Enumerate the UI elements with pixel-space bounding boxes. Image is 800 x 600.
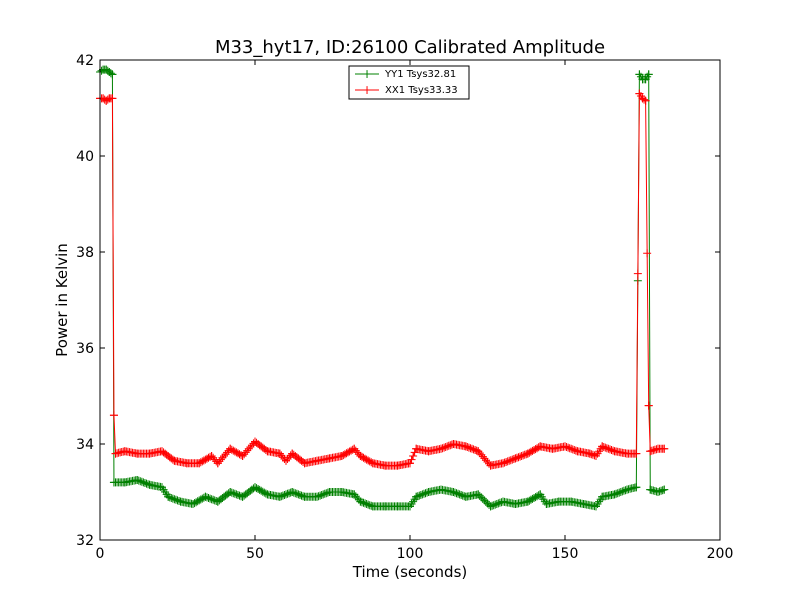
legend-marker-xx1: + — [362, 83, 372, 97]
data-point — [109, 411, 118, 420]
legend-label-xx1: XX1 Tsys33.33 — [385, 85, 458, 96]
data-point — [106, 69, 115, 78]
y-tick-label: 40 — [76, 149, 94, 165]
chart-title: M33_hyt17, ID:26100 Calibrated Amplitude — [215, 37, 605, 58]
x-tick-label: 200 — [707, 546, 734, 562]
data-point — [660, 485, 669, 494]
data-point — [641, 96, 650, 105]
data-point — [407, 455, 416, 464]
data-point — [633, 269, 642, 278]
data-point — [658, 486, 667, 495]
plot-area — [96, 65, 669, 511]
x-tick-label: 150 — [552, 546, 579, 562]
data-point — [632, 483, 641, 492]
data-point — [108, 94, 117, 103]
y-tick-label: 38 — [76, 245, 94, 261]
legend-frame — [348, 65, 470, 100]
x-axis-label: Time (seconds) — [352, 563, 468, 581]
x-tick-label: 50 — [246, 546, 264, 562]
data-point — [409, 452, 418, 460]
data-point — [640, 95, 649, 104]
y-axis-label: Power in Kelvin — [53, 243, 71, 357]
data-point — [644, 70, 653, 79]
x-tick-label: 100 — [397, 546, 424, 562]
data-point — [643, 249, 652, 258]
axis-ticks: 0 50 100 150 200 32 34 36 38 40 42 — [76, 53, 733, 562]
y-tick-label: 32 — [76, 533, 94, 549]
data-point — [660, 444, 669, 453]
x-tick-label: 0 — [96, 546, 105, 562]
data-point — [108, 70, 117, 79]
legend: + YY1 Tsys32.81 + XX1 Tsys33.33 — [348, 65, 470, 100]
y-tick-label: 36 — [76, 341, 94, 357]
plot-frame — [99, 59, 721, 541]
data-point — [644, 401, 653, 410]
legend-label-yy1: YY1 Tsys32.81 — [384, 69, 456, 80]
data-point — [632, 449, 641, 458]
y-tick-label: 42 — [76, 53, 94, 69]
legend-marker-yy1: + — [362, 67, 372, 81]
data-point — [406, 459, 414, 468]
y-tick-label: 34 — [76, 437, 94, 453]
